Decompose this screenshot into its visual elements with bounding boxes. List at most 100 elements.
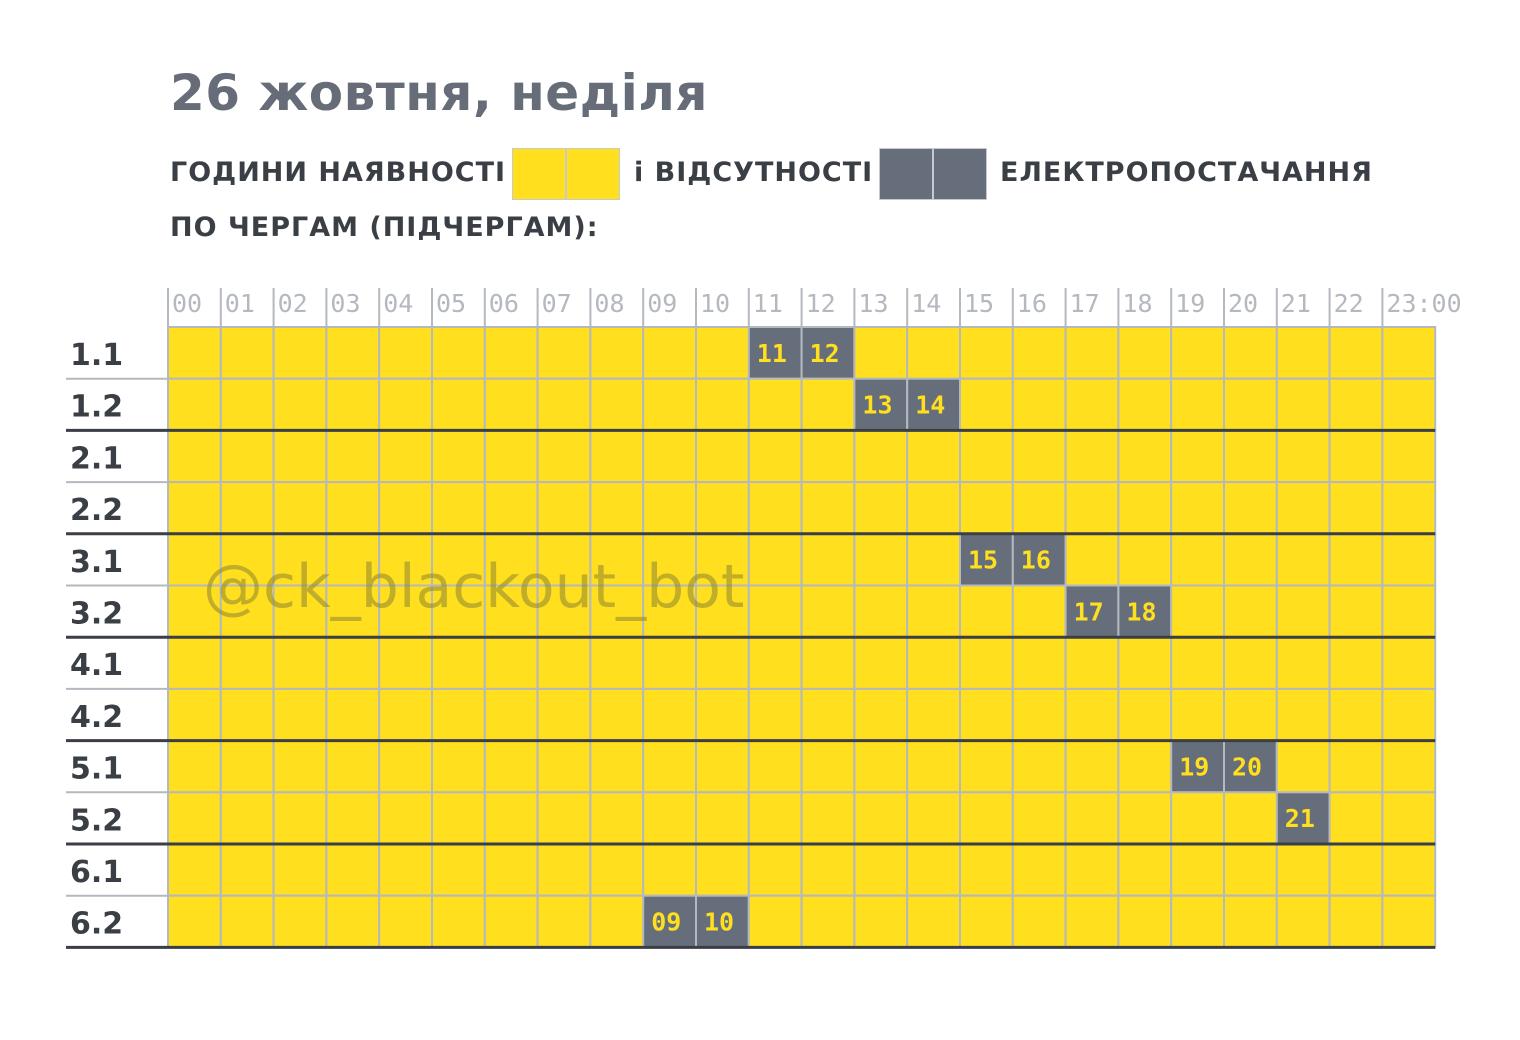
outage-cell-label: 13	[862, 391, 892, 420]
power-on-cell	[272, 894, 328, 949]
row-label: 3.1	[70, 545, 123, 580]
power-on-cell	[1117, 687, 1173, 742]
row-label: 5.2	[70, 803, 123, 838]
power-on-cell	[1011, 687, 1067, 742]
power-on-cell	[1275, 532, 1331, 587]
power-on-cell	[536, 687, 592, 742]
power-on-cell	[536, 636, 592, 690]
row-label: 2.1	[70, 441, 123, 476]
power-on-cell	[800, 429, 856, 484]
power-on-cell	[1328, 636, 1384, 690]
power-on-cell	[959, 429, 1014, 484]
power-on-cell	[378, 636, 434, 690]
power-on-cell	[800, 636, 856, 690]
outage-cell-label: 17	[1074, 597, 1104, 626]
hour-label: 15	[964, 289, 994, 318]
power-on-cell	[1117, 636, 1173, 690]
power-on-cell	[1011, 584, 1067, 639]
legend-swatch-off-cell	[879, 148, 933, 200]
power-on-cell	[272, 377, 328, 432]
power-on-cell	[1011, 326, 1067, 380]
power-on-cell	[1223, 481, 1278, 535]
power-on-cell	[642, 791, 698, 845]
power-on-cell	[642, 326, 698, 380]
legend-swatch-off-cell	[933, 148, 987, 200]
power-on-cell	[325, 687, 381, 742]
hour-label: 07	[542, 289, 572, 318]
power-on-cell	[959, 791, 1014, 845]
power-on-cell	[1064, 326, 1120, 380]
outage-cell	[642, 894, 698, 949]
power-on-cell	[853, 326, 909, 380]
row-label: 6.2	[70, 907, 123, 942]
power-on-cell	[431, 532, 486, 587]
power-on-cell	[167, 481, 222, 535]
power-on-cell	[959, 584, 1014, 639]
power-on-cell	[695, 481, 750, 535]
power-on-cell	[642, 636, 698, 690]
power-on-cell	[1170, 326, 1225, 380]
power-on-cell	[906, 894, 962, 949]
power-on-cell	[1381, 584, 1437, 639]
power-on-cell	[431, 636, 486, 690]
power-on-cell	[167, 739, 222, 794]
power-on-cell	[853, 894, 909, 949]
power-on-cell	[747, 532, 803, 587]
power-on-cell	[695, 532, 750, 587]
power-on-cell	[747, 894, 803, 949]
power-on-cell	[1275, 377, 1331, 432]
power-on-cell	[800, 739, 856, 794]
power-on-cell	[959, 687, 1014, 742]
hour-label: 03	[330, 289, 360, 318]
power-on-cell	[1223, 532, 1278, 587]
power-on-cell	[167, 377, 222, 432]
power-on-cell	[483, 894, 539, 949]
power-on-cell	[483, 687, 539, 742]
hour-label: 02	[278, 289, 308, 318]
power-on-cell	[431, 377, 486, 432]
power-on-cell	[431, 843, 486, 897]
power-on-cell	[325, 326, 381, 380]
power-on-cell	[1170, 481, 1225, 535]
power-on-cell	[695, 429, 750, 484]
power-on-cell	[167, 894, 222, 949]
power-on-cell	[589, 429, 645, 484]
row-label: 1.1	[70, 338, 123, 373]
row-label: 4.1	[70, 648, 123, 683]
power-on-cell	[695, 843, 750, 897]
power-on-cell	[695, 687, 750, 742]
power-on-cell	[695, 326, 750, 380]
outage-cell-label: 20	[1232, 752, 1262, 781]
power-on-cell	[1275, 481, 1331, 535]
power-on-cell	[378, 481, 434, 535]
power-on-cell	[1275, 894, 1331, 949]
power-on-cell	[1223, 843, 1278, 897]
hour-label: 17	[1070, 289, 1100, 318]
outage-cell-label: 16	[1021, 546, 1051, 575]
power-on-cell	[1011, 739, 1067, 794]
hour-label: 22	[1334, 289, 1364, 318]
row-label: 5.1	[70, 752, 123, 787]
power-on-cell	[272, 584, 328, 639]
power-on-cell	[219, 326, 275, 380]
legend-text-availability: ГОДИНИ НАЯВНОСТІ	[170, 157, 507, 188]
power-on-cell	[483, 584, 539, 639]
power-on-cell	[536, 791, 592, 845]
power-on-cell	[589, 687, 645, 742]
power-on-cell	[800, 791, 856, 845]
power-on-cell	[431, 791, 486, 845]
power-on-cell	[325, 739, 381, 794]
power-on-cell	[483, 377, 539, 432]
power-on-cell	[853, 636, 909, 690]
power-on-cell	[219, 429, 275, 484]
power-on-cell	[589, 377, 645, 432]
power-on-cell	[800, 843, 856, 897]
power-on-cell	[1011, 843, 1067, 897]
power-on-cell	[642, 687, 698, 742]
power-on-cell	[272, 739, 328, 794]
power-on-cell	[1328, 894, 1384, 949]
power-on-cell	[431, 584, 486, 639]
power-on-cell	[642, 843, 698, 897]
power-on-cell	[536, 739, 592, 794]
outage-cell	[959, 532, 1014, 587]
